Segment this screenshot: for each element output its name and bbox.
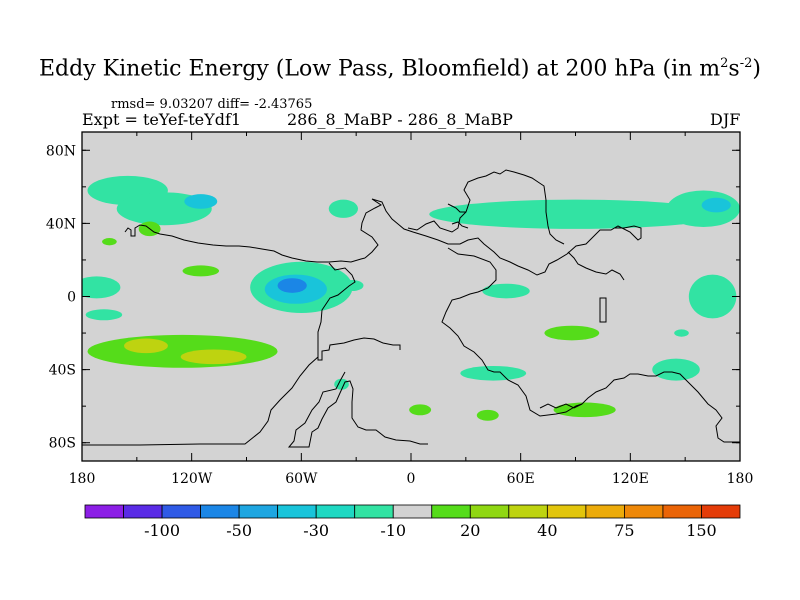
y-tick-label: 40N xyxy=(46,216,76,232)
anomaly-region xyxy=(277,278,307,293)
anomaly-region xyxy=(328,199,358,218)
y-tick-label: 80N xyxy=(46,143,76,159)
anomaly-region xyxy=(476,409,499,421)
colorbar-box xyxy=(354,504,394,519)
anomaly-region xyxy=(182,265,220,277)
x-tick-label: 0 xyxy=(407,471,416,487)
season-label: DJF xyxy=(710,110,741,129)
continent-outline xyxy=(124,224,366,263)
continent-outline xyxy=(567,251,625,281)
colorbar-label: 40 xyxy=(537,521,557,540)
continent-outline xyxy=(441,247,740,443)
colorbar-box xyxy=(392,504,433,519)
anomaly-region xyxy=(409,404,432,416)
anomaly-region xyxy=(124,338,168,354)
anomaly-region xyxy=(553,402,616,418)
continent-outline xyxy=(82,356,319,446)
anomaly-region xyxy=(666,190,740,228)
plot-background xyxy=(82,132,740,461)
anomaly-region xyxy=(674,329,689,337)
x-tick-label: 120W xyxy=(171,471,213,487)
anomaly-region xyxy=(688,274,737,319)
colorbar-box xyxy=(701,504,741,519)
colorbar-label: -30 xyxy=(303,521,329,540)
anomaly-region xyxy=(482,283,530,299)
colorbar-box xyxy=(200,504,240,519)
anomaly-region xyxy=(82,276,121,299)
colorbar-box xyxy=(585,504,625,519)
colorbar-box xyxy=(624,504,664,519)
colorbar-label: 20 xyxy=(460,521,480,540)
anomaly-region xyxy=(701,197,731,213)
anomaly-region xyxy=(429,199,722,229)
case-label: 286_8_MaBP - 286_8_MaBP xyxy=(287,110,513,129)
continent-outline xyxy=(407,169,565,245)
x-tick-label: 180 xyxy=(69,471,96,487)
colorbar-label: -10 xyxy=(380,521,406,540)
colorbar-label: -50 xyxy=(226,521,252,540)
colorbar-box xyxy=(431,504,471,519)
colorbar-label: -100 xyxy=(144,521,180,540)
anomaly-region xyxy=(85,309,123,321)
y-tick-label: 0 xyxy=(67,290,76,306)
anomaly-region xyxy=(544,325,600,341)
anomaly-region xyxy=(341,280,364,292)
anomaly-region xyxy=(102,238,117,246)
colorbar-box xyxy=(315,504,356,519)
chart-title: Eddy Kinetic Energy (Low Pass, Bloomfiel… xyxy=(39,56,761,82)
colorbar-box xyxy=(469,504,510,519)
anomaly-region xyxy=(460,365,527,381)
anomaly-region xyxy=(180,349,247,365)
y-tick-label: 40S xyxy=(49,363,76,379)
colorbar-box xyxy=(161,504,201,519)
colorbar-box xyxy=(546,504,587,519)
stats-text: rmsd= 9.03207 diff= -2.43765 xyxy=(111,97,313,112)
y-tick-label: 80S xyxy=(49,436,76,452)
experiment-label: Expt = teYef-teYdf1 xyxy=(82,110,242,129)
anomaly-region xyxy=(652,358,700,381)
x-tick-label: 60W xyxy=(285,471,318,487)
colorbar-box xyxy=(84,504,124,519)
continent-outline xyxy=(287,371,428,448)
colorbar-box xyxy=(123,504,163,519)
colorbar-label: 75 xyxy=(614,521,634,540)
continent-outline xyxy=(317,262,401,361)
x-tick-label: 60E xyxy=(507,471,535,487)
colorbar-label: 150 xyxy=(686,521,717,540)
colorbar-box xyxy=(277,504,317,519)
continent-outline xyxy=(539,403,583,409)
shaded-features xyxy=(82,175,740,421)
colorbar-box xyxy=(662,504,702,519)
anomaly-region xyxy=(87,334,278,368)
x-tick-label: 120E xyxy=(612,471,649,487)
anomaly-region xyxy=(184,194,218,209)
colorbar-box xyxy=(508,504,548,519)
continent-outline xyxy=(447,203,469,229)
continent-outline xyxy=(599,297,607,323)
colorbar-box xyxy=(238,504,279,519)
continent-outline xyxy=(360,198,642,276)
x-tick-label: 180 xyxy=(727,471,754,487)
